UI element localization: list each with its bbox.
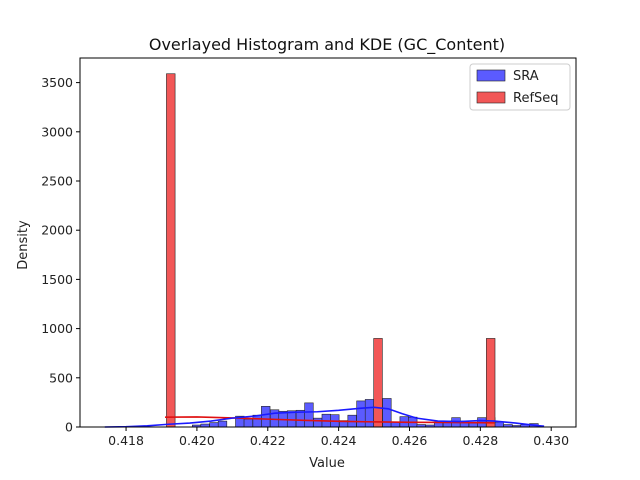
y-tick-label: 3000 [41, 124, 73, 139]
plot-frame [79, 57, 577, 428]
legend: SRA RefSeq [469, 63, 571, 111]
y-tick-label: 2000 [41, 223, 73, 238]
legend-label-refseq: RefSeq [513, 91, 559, 106]
y-tick-label: 2500 [41, 174, 73, 189]
sra-bar [252, 414, 262, 428]
chart-title: Overlayed Histogram and KDE (GC_Content) [149, 35, 505, 55]
x-tick-label: 0.430 [533, 433, 569, 448]
y-tick-label: 3500 [41, 75, 73, 90]
x-tick-label: 0.418 [108, 433, 144, 448]
y-tick-label: 0 [65, 420, 73, 435]
x-tick-label: 0.422 [250, 433, 286, 448]
plot-area: 0.418 0.420 0.422 0.424 0.426 0.428 0.430 0 500 1… [41, 57, 577, 448]
y-tick-label: 1000 [41, 321, 73, 336]
legend-swatch-sra [476, 69, 506, 82]
y-axis-label: Density [16, 220, 31, 270]
refseq-bar [486, 338, 496, 428]
x-tick-label: 0.420 [179, 433, 215, 448]
x-axis-label: Value [309, 456, 345, 471]
sra-bar [304, 402, 314, 428]
sra-bar [261, 406, 271, 428]
sra-bar [364, 399, 375, 428]
refseq-bar [166, 73, 176, 428]
sra-bar [356, 400, 366, 428]
sra-bar [494, 421, 504, 428]
y-tick-label: 500 [49, 370, 73, 385]
sra-bar [313, 417, 323, 428]
legend-label-sra: SRA [513, 69, 539, 84]
legend-swatch-refseq [476, 91, 506, 104]
sra-kde-line [104, 406, 545, 428]
x-tick-label: 0.426 [392, 433, 428, 448]
refseq-bar [373, 338, 383, 428]
x-tick-label: 0.428 [462, 433, 498, 448]
sra-bar [209, 422, 219, 428]
refseq-kde-line [165, 416, 495, 424]
x-tick-label: 0.424 [321, 433, 357, 448]
sra-bar [217, 420, 228, 428]
sra-bar [468, 422, 478, 428]
y-tick-label: 1500 [41, 272, 73, 287]
sra-bar [243, 418, 253, 428]
